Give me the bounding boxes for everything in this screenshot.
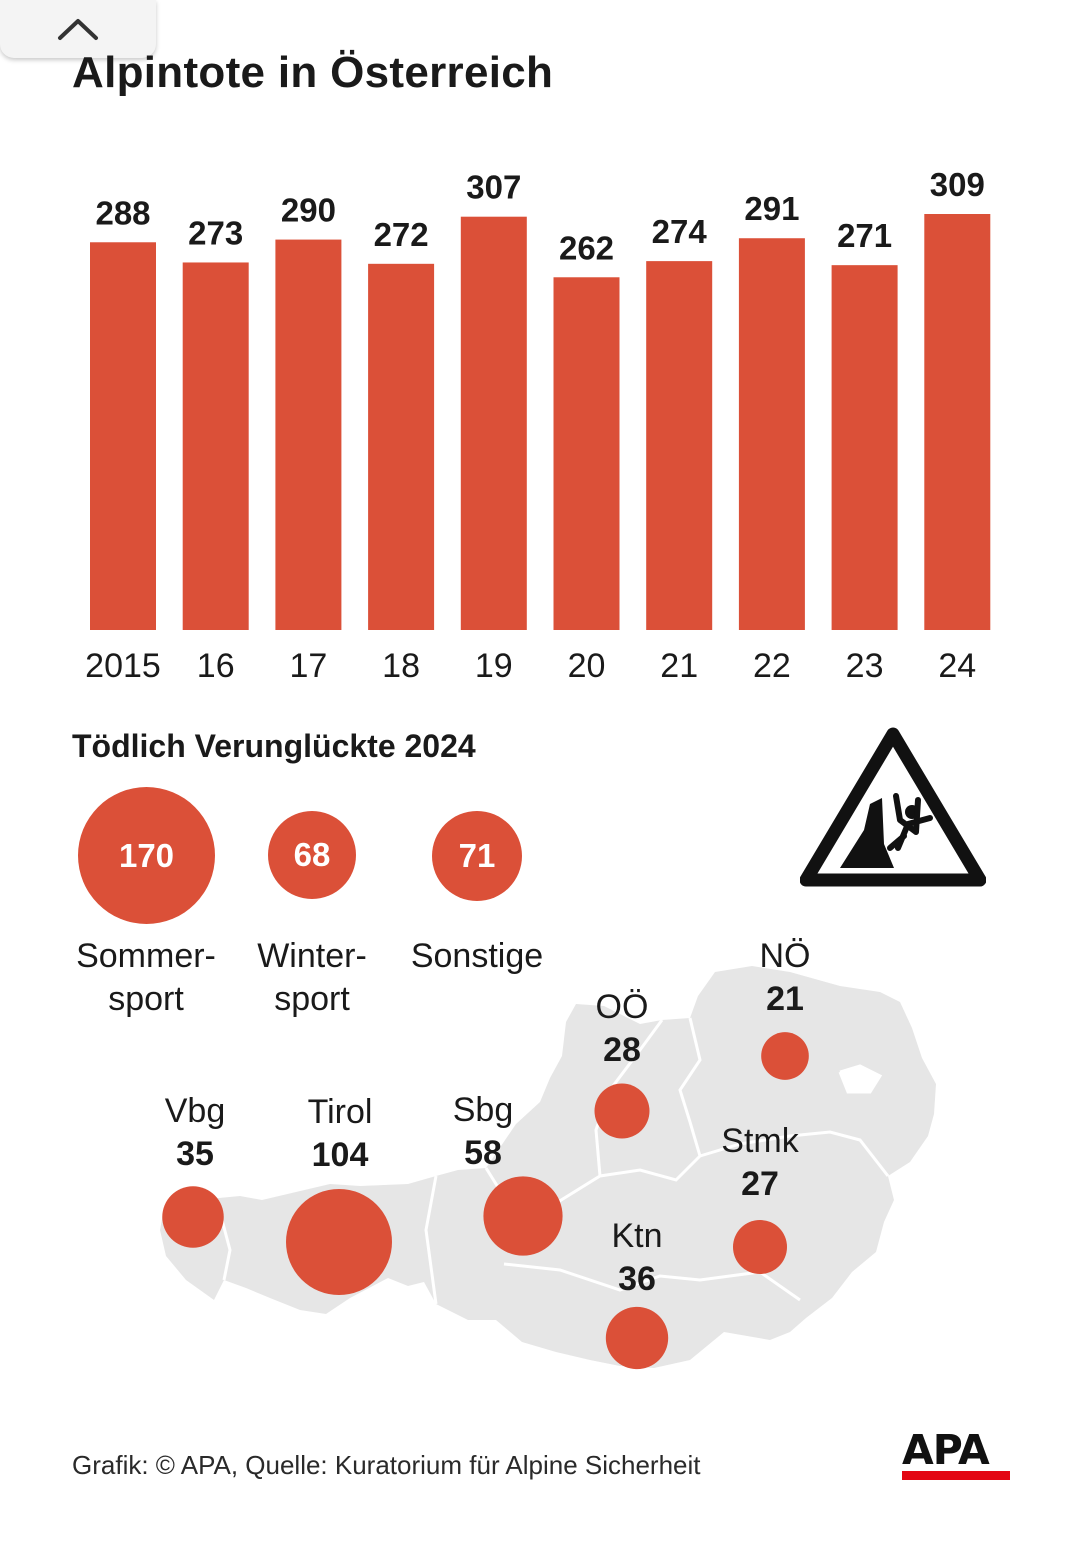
x-tick-label: 21 (660, 647, 698, 685)
region-name-label: Stmk (721, 1122, 799, 1160)
source-credit: Grafik: © APA, Quelle: Kuratorium für Al… (72, 1450, 701, 1480)
region-bubble (732, 1219, 788, 1275)
bar-value-label: 262 (559, 229, 614, 266)
apa-logo-text: APA (902, 1426, 990, 1474)
apa-logo-bar (902, 1471, 1010, 1480)
x-tick-label: 16 (197, 647, 235, 685)
category-label-line: Sonstige (410, 937, 544, 975)
bar-chart: 288 2015 273 16 290 17 272 18 307 19 262 20 274 21 291… (85, 166, 991, 685)
category-label-line: sport (108, 980, 184, 1018)
apa-logo: APA (902, 1430, 1010, 1480)
bar (460, 216, 527, 630)
region-value-label: 21 (766, 980, 804, 1018)
category-label-wintersport: Winter- sport (222, 935, 402, 1021)
bar-value-label: 271 (837, 217, 892, 254)
region-bubble (162, 1186, 224, 1248)
region-value-label: 36 (618, 1260, 656, 1298)
chart-title: Alpintote in Österreich (72, 48, 554, 97)
category-label-sonstige: Sonstige (387, 935, 567, 978)
category-label-sommersport: Sommer- sport (56, 935, 236, 1021)
region-value-label: 35 (176, 1135, 214, 1173)
falling-climber-warning-icon (800, 727, 986, 887)
bar-value-label: 273 (188, 214, 243, 251)
category-bubble-sonstige: 71 (432, 811, 522, 901)
x-tick-label: 22 (753, 647, 791, 685)
region-name-label: Sbg (453, 1091, 514, 1129)
bar-value-label: 288 (95, 194, 150, 231)
bar (182, 262, 249, 630)
bar-value-label: 291 (744, 190, 799, 227)
bar (646, 261, 713, 630)
bar-value-label: 309 (930, 166, 985, 203)
x-tick-label: 17 (289, 647, 327, 685)
region-name-label: Ktn (611, 1217, 662, 1255)
category-label-line: sport (274, 980, 350, 1018)
collapse-button[interactable] (0, 0, 156, 58)
bar (275, 239, 342, 630)
bar (831, 265, 898, 630)
section-subtitle: Tödlich Verunglückte 2024 (72, 728, 476, 764)
category-bubble-sommersport: 170 (78, 787, 215, 924)
region-value-label: 28 (603, 1031, 641, 1069)
region-value-label: 27 (741, 1165, 779, 1203)
region-name-label: Vbg (165, 1092, 226, 1130)
region-name-label: Tirol (308, 1093, 373, 1131)
category-bubble-wintersport: 68 (268, 811, 356, 899)
region-bubble (594, 1083, 650, 1139)
x-tick-label: 20 (568, 647, 606, 685)
region-value-label: 104 (312, 1136, 369, 1174)
region-name-label: OÖ (596, 988, 649, 1026)
bar-value-label: 290 (281, 192, 336, 229)
x-tick-label: 19 (475, 647, 513, 685)
bar (553, 277, 620, 630)
bar (738, 238, 805, 630)
region-bubble (605, 1306, 669, 1370)
bar (924, 214, 991, 630)
region-value-label: 58 (464, 1134, 502, 1172)
bar (90, 242, 156, 630)
region-name-label: NÖ (760, 937, 811, 975)
chevron-up-icon (58, 19, 98, 40)
category-label-line: Winter- (257, 937, 367, 975)
bar-value-label: 307 (466, 169, 521, 206)
region-bubble (761, 1032, 809, 1080)
x-tick-label: 24 (938, 647, 976, 685)
region-bubble (483, 1176, 563, 1256)
bar (368, 263, 435, 630)
x-tick-label: 18 (382, 647, 420, 685)
map-shape (160, 966, 936, 1368)
x-tick-label: 2015 (85, 647, 161, 685)
category-label-line: Sommer- (76, 937, 216, 975)
bar-value-label: 274 (652, 213, 708, 250)
bar-value-label: 272 (374, 216, 429, 253)
x-tick-label: 23 (846, 647, 884, 685)
austria-map: Vbg 35 Tirol 104 Sbg 58 OÖ 28 NÖ 21 Stmk 27 Ktn 36 (160, 937, 936, 1370)
region-bubble (286, 1189, 392, 1295)
